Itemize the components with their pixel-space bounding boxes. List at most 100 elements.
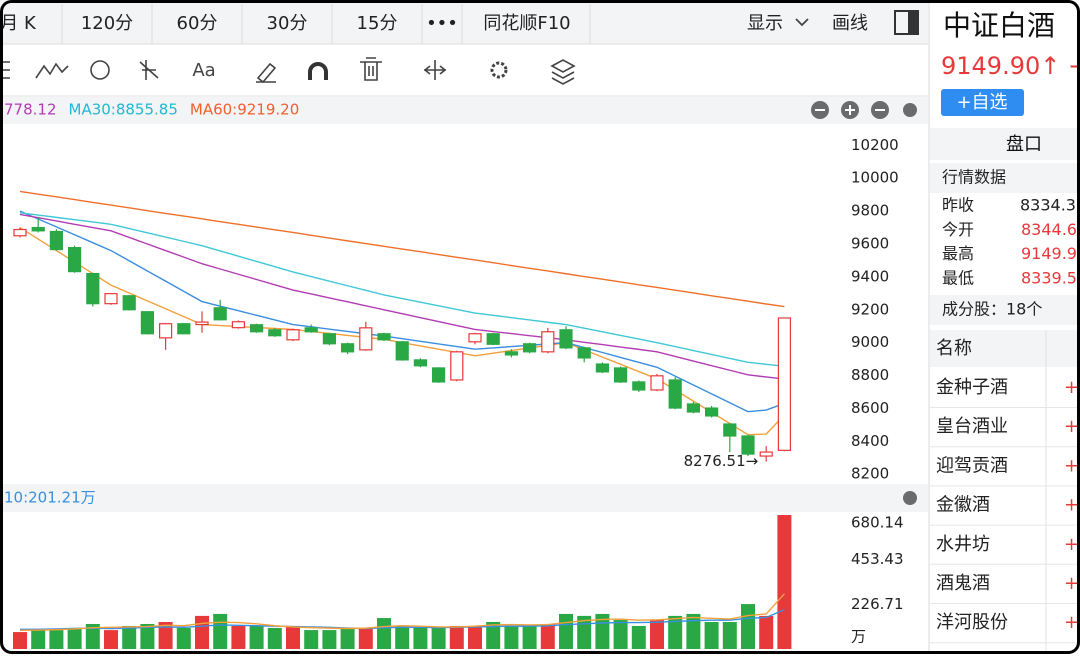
- candle-body: [304, 327, 318, 333]
- candle-body: [413, 359, 427, 367]
- volume-bar: [686, 613, 701, 649]
- candle-body: [704, 407, 719, 417]
- quote-value: 8334.3: [1020, 196, 1076, 215]
- candle-body: [577, 347, 591, 359]
- candle-body: [686, 403, 701, 413]
- quote-label: 今开: [942, 220, 974, 239]
- volume-bar: [231, 625, 246, 649]
- volume-bar: [340, 627, 355, 649]
- candle-body: [49, 230, 64, 251]
- candle-body: [632, 381, 646, 391]
- volume-bar: [486, 622, 501, 649]
- y-tick-label: 8200: [851, 465, 889, 483]
- candle-body: [231, 321, 245, 329]
- tab[interactable]: 60分: [177, 13, 218, 34]
- tab[interactable]: 同花顺F10: [483, 13, 570, 34]
- volume-bar: [122, 625, 137, 649]
- volume-bar: [668, 615, 683, 649]
- legend-entry: MA60:9219.20: [190, 101, 299, 119]
- tool-icon[interactable]: [490, 61, 508, 79]
- moving-average-line: [19, 593, 785, 631]
- candle-body: [104, 293, 118, 305]
- tool-icon[interactable]: [550, 59, 576, 85]
- tool-icon[interactable]: Aa: [192, 60, 215, 81]
- watch-button[interactable]: [941, 89, 1024, 116]
- index-name: 中证白酒: [943, 9, 1055, 42]
- tab[interactable]: 120分: [81, 13, 133, 34]
- volume-bar: [777, 515, 792, 649]
- candle-body: [777, 317, 792, 451]
- y-tick-label: 8800: [851, 366, 889, 384]
- toolbar: Aa: [2, 57, 576, 85]
- tab[interactable]: 月 K: [0, 13, 37, 34]
- candle-body: [595, 363, 610, 373]
- stock-name: 洋河股份: [936, 612, 1008, 633]
- tool-icon[interactable]: [90, 60, 110, 80]
- display-menu[interactable]: 显示: [747, 13, 783, 34]
- candle-body: [159, 323, 173, 339]
- candle-body: [322, 333, 336, 345]
- volume-bar: [195, 615, 209, 649]
- panel-tab-bg: [930, 128, 1080, 160]
- chevron: [795, 18, 809, 27]
- volume-bar: [650, 620, 664, 649]
- candle-body: [195, 321, 209, 326]
- volume-bar: [158, 622, 173, 649]
- panel-tab[interactable]: 盘口: [1006, 134, 1042, 155]
- tool-icon[interactable]: [308, 62, 328, 80]
- volume-bar: [322, 630, 337, 649]
- candle-body: [541, 331, 555, 353]
- candle-body: [359, 327, 373, 351]
- add-button[interactable]: +: [1064, 377, 1079, 398]
- quote-label: 昨收: [942, 196, 974, 215]
- volume-settings[interactable]: [903, 491, 917, 505]
- y-tick-label: 9600: [851, 235, 889, 253]
- y-tick-label: 680.14: [851, 514, 904, 532]
- volume-bar: [104, 630, 118, 649]
- add-button[interactable]: +: [1064, 612, 1079, 633]
- volume-bar: [377, 618, 391, 649]
- candle-body: [650, 375, 664, 391]
- volume-bar: [449, 625, 464, 649]
- tool-icon[interactable]: [139, 60, 159, 80]
- list-header-bg: [930, 330, 1080, 367]
- tool-icon[interactable]: [35, 62, 69, 79]
- candle-body: [450, 351, 464, 381]
- y-tick-label: 10200: [851, 136, 899, 154]
- quote-value: 8344.6: [1021, 220, 1077, 239]
- stock-name: 金种子酒: [936, 377, 1008, 398]
- candle-body: [140, 311, 154, 335]
- volume-bar: [249, 625, 264, 649]
- candle-body: [86, 272, 100, 305]
- panel-toggle-fill: [908, 11, 918, 34]
- add-button[interactable]: +: [1064, 573, 1079, 594]
- volume-bar: [413, 627, 428, 649]
- add-button[interactable]: +: [1064, 455, 1079, 476]
- y-tick-label: 226.71: [851, 595, 904, 613]
- draw-menu[interactable]: 画线: [832, 13, 868, 34]
- add-button[interactable]: +: [1064, 416, 1079, 437]
- candle-body: [395, 341, 409, 361]
- legend-entry: 778.12: [4, 101, 57, 119]
- tab[interactable]: •••: [426, 13, 458, 34]
- settings[interactable]: [903, 103, 917, 117]
- section-bg: [930, 163, 1080, 193]
- tab[interactable]: 30分: [267, 13, 308, 34]
- volume-bar: [67, 627, 82, 649]
- volume-bar: [741, 604, 755, 649]
- tool-icon[interactable]: [360, 57, 382, 81]
- add-button[interactable]: +: [1064, 534, 1079, 555]
- watch-button-label[interactable]: +自选: [956, 92, 1007, 113]
- volume-bar: [759, 615, 774, 649]
- tab-bar: [0, 0, 928, 44]
- volume-bar: [559, 613, 573, 649]
- add-button[interactable]: +: [1064, 495, 1079, 516]
- candle-body: [122, 295, 136, 311]
- section-title: 行情数据: [942, 168, 1006, 187]
- tool-icon[interactable]: [423, 60, 447, 80]
- tab[interactable]: 15分: [357, 13, 398, 34]
- tool-icon[interactable]: [2, 61, 10, 79]
- tool-icon[interactable]: [256, 62, 277, 84]
